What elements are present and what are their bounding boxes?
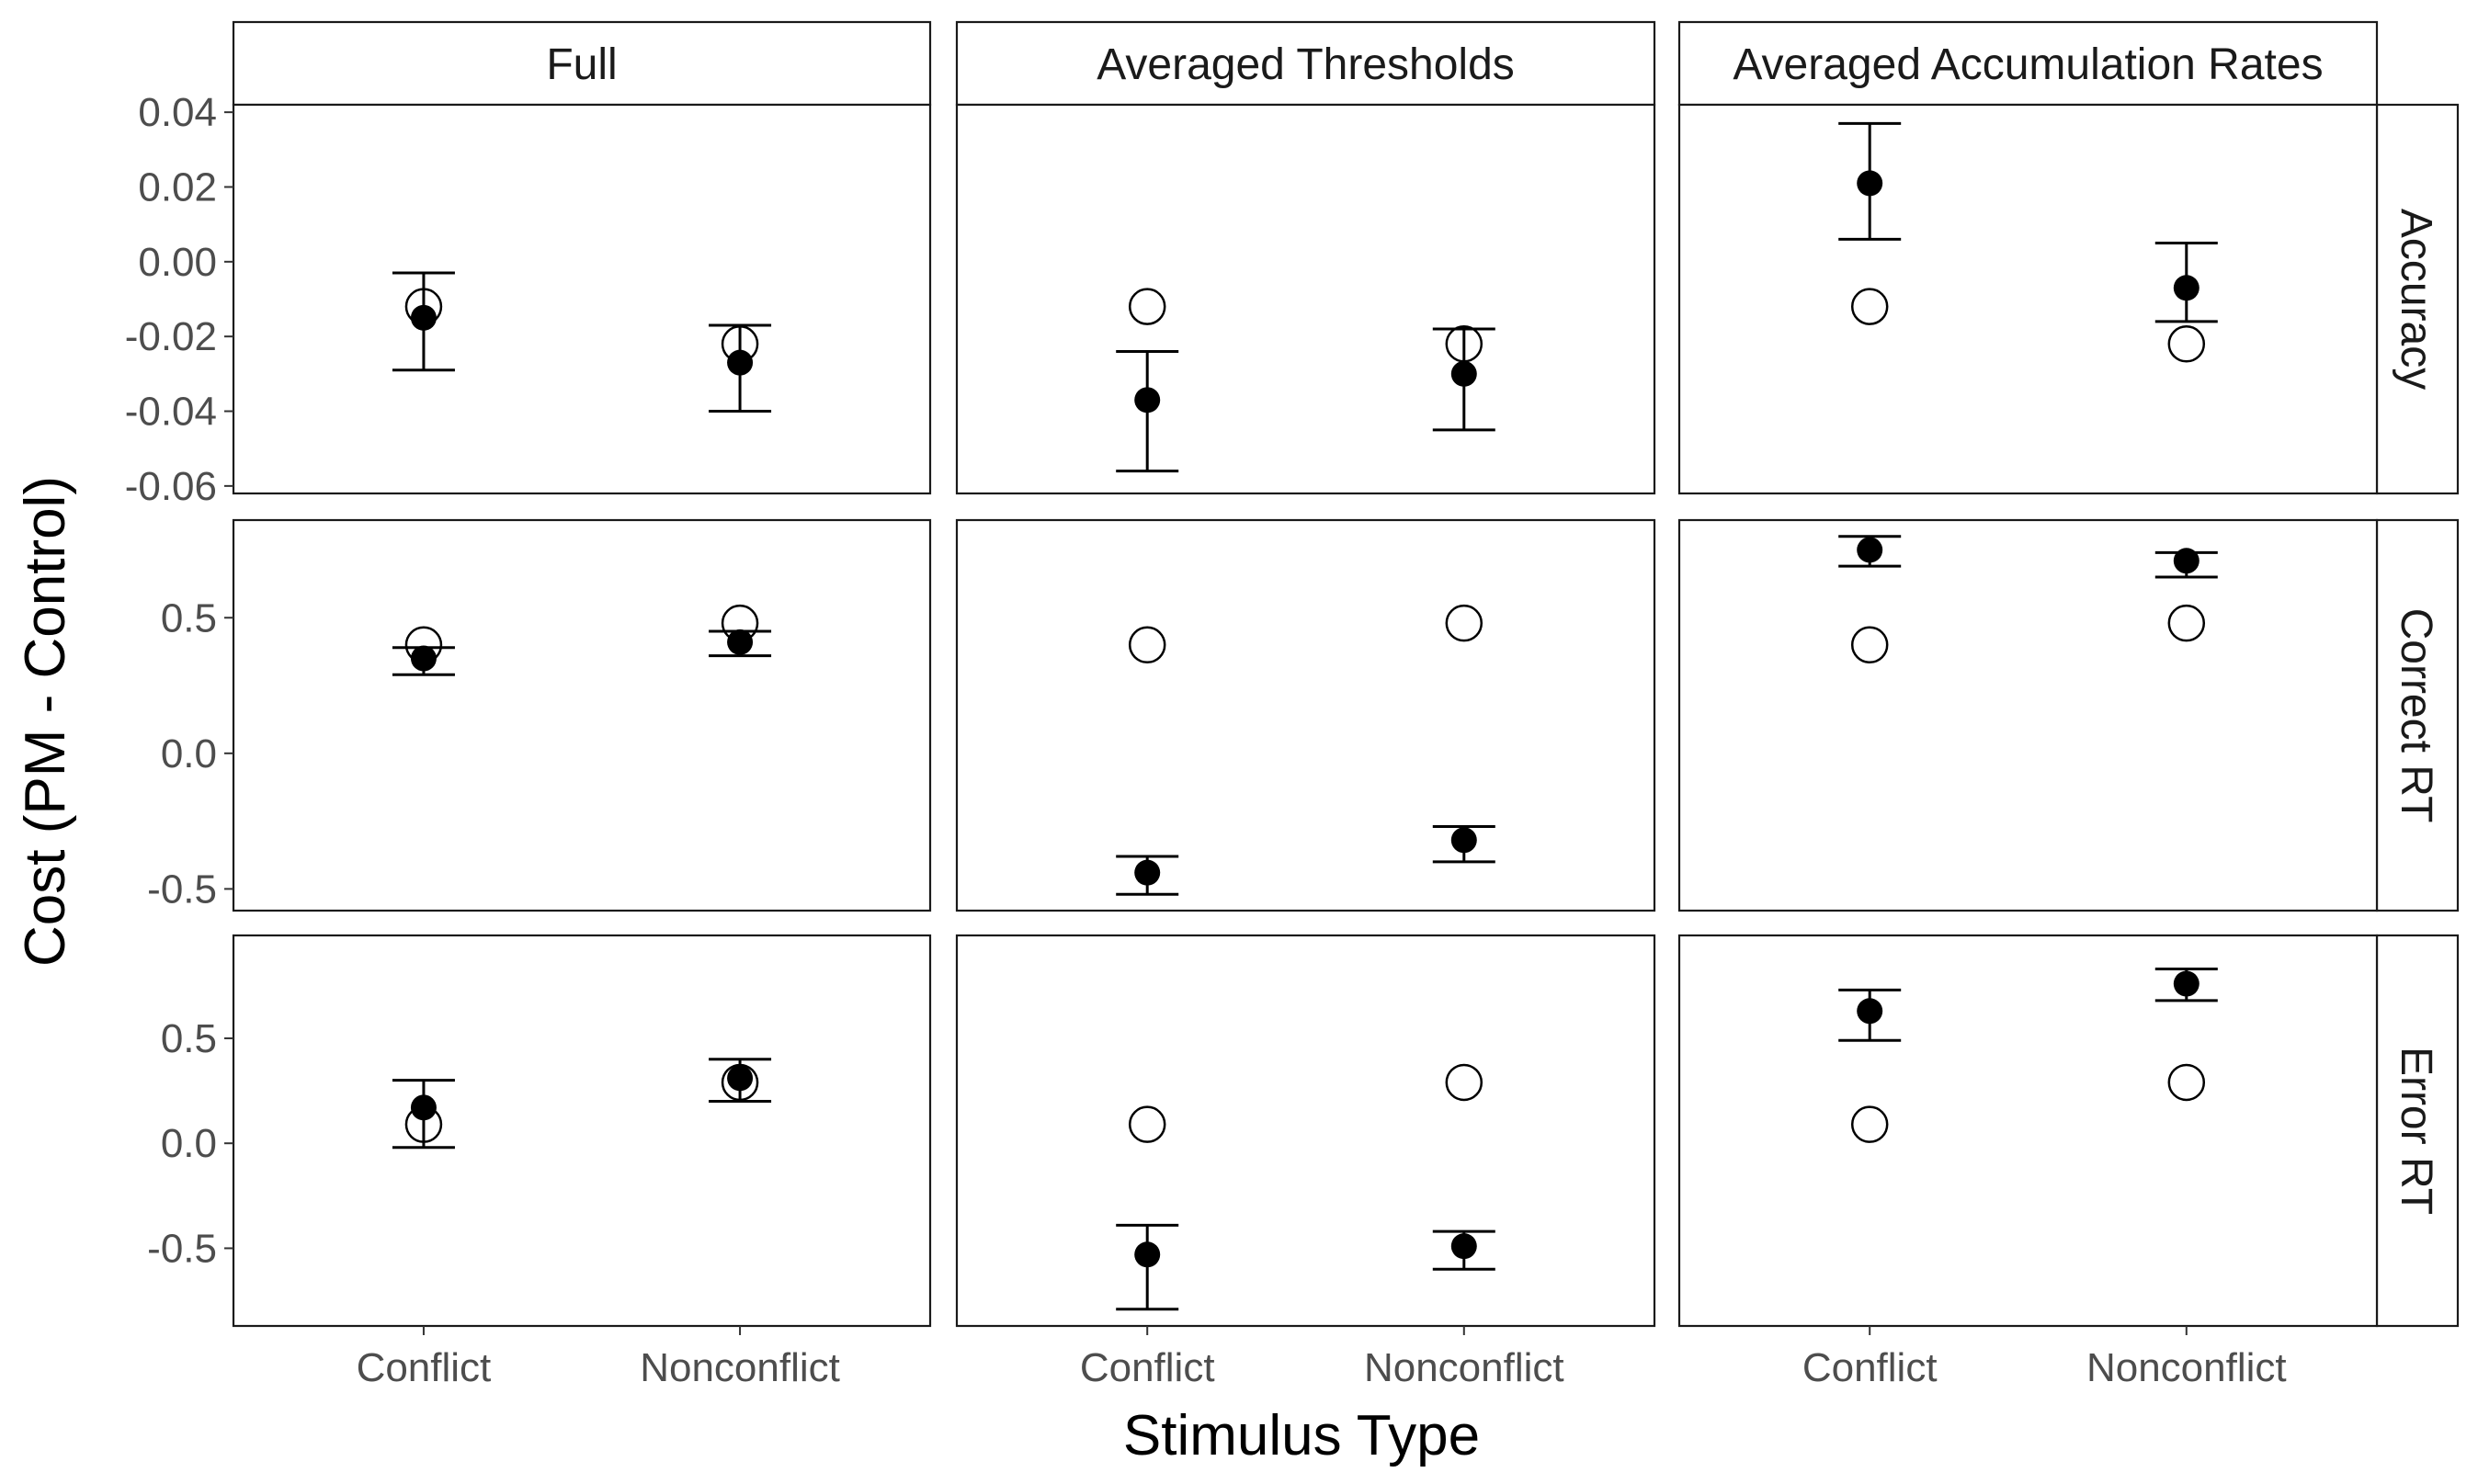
model-point <box>727 629 754 655</box>
observed-point <box>721 1063 759 1102</box>
panels <box>232 103 2379 1328</box>
panel-marks-accuracy-averaged-thresholds <box>1116 288 1495 473</box>
y-tick-label: 0.04 <box>138 90 217 135</box>
strip-box-accuracy <box>2375 103 2460 495</box>
x-tick-label-nonconflict: Nonconflict <box>1364 1345 1564 1390</box>
panel-frame-error-rt-full <box>232 934 932 1328</box>
observed-point <box>1445 1063 1483 1102</box>
model-point <box>1857 998 1883 1025</box>
panel-marks-correct-rt-averaged-accumulation-rates <box>1838 535 2218 664</box>
panel-marks-error-rt-averaged-thresholds <box>1116 1063 1495 1311</box>
model-point <box>2173 275 2200 301</box>
y-tick-label: -0.02 <box>125 314 217 359</box>
observed-point <box>2167 604 2206 642</box>
observed-point <box>2167 1063 2206 1102</box>
panel-frame-accuracy-averaged-thresholds <box>955 103 1656 495</box>
strip-label-full: Full <box>546 40 617 89</box>
model-point <box>2173 970 2200 997</box>
strip-label-error-rt: Error RT <box>2392 1047 2440 1215</box>
strip-box-averaged-thresholds <box>955 20 1656 107</box>
x-tick-label-nonconflict: Nonconflict <box>2086 1345 2287 1390</box>
observed-point <box>1128 1105 1166 1143</box>
observed-point <box>1850 288 1889 325</box>
strip-box-averaged-accumulation-rates <box>1677 20 2379 107</box>
model-point <box>1134 387 1161 413</box>
panel-frame-correct-rt-averaged-accumulation-rates <box>1677 518 2379 912</box>
panel-frame-accuracy-full <box>232 103 932 495</box>
strip-label-averaged-accumulation-rates: Averaged Accumulation Rates <box>1733 40 2323 89</box>
x-tick-label-conflict: Conflict <box>1080 1345 1215 1390</box>
model-point <box>410 1094 437 1121</box>
panel-marks-accuracy-averaged-accumulation-rates <box>1838 121 2218 363</box>
x-tick-label-conflict: Conflict <box>357 1345 492 1390</box>
x-tick-label-nonconflict: Nonconflict <box>640 1345 840 1390</box>
panel-frame-accuracy-averaged-accumulation-rates <box>1677 103 2379 495</box>
y-tick-label: -0.04 <box>125 390 217 435</box>
observed-point <box>2167 325 2206 363</box>
column-strips: Full Averaged Thresholds Averaged Accumula… <box>232 20 2379 107</box>
strip-label-accuracy: Accuracy <box>2392 209 2440 390</box>
panel-marks-accuracy-full <box>392 271 772 413</box>
panel-marks-correct-rt-averaged-thresholds <box>1116 604 1495 896</box>
observed-point <box>1128 626 1166 664</box>
panel-marks-correct-rt-full <box>392 604 772 676</box>
strip-box-correct-rt <box>2375 518 2460 912</box>
observed-point <box>1850 626 1889 664</box>
y-tick-label: 0.02 <box>138 164 217 210</box>
model-point <box>1134 859 1161 886</box>
strip-box-error-rt <box>2375 934 2460 1328</box>
y-tick-label: -0.5 <box>147 867 217 912</box>
x-tick-label-conflict: Conflict <box>1802 1345 1938 1390</box>
y-tick-label: 0.5 <box>161 595 217 640</box>
model-point <box>1450 827 1477 854</box>
model-point <box>410 304 437 331</box>
x-axes: Conflict Nonconflict Conflict Nonconflict Co… <box>357 1326 2287 1390</box>
y-axis-title: Cost (PM - Control) <box>14 476 77 967</box>
observed-point <box>1850 1105 1889 1143</box>
panel-frame-correct-rt-averaged-thresholds <box>955 518 1656 912</box>
panel-marks-error-rt-averaged-accumulation-rates <box>1838 968 2218 1143</box>
model-point <box>1857 537 1883 563</box>
observed-point <box>1445 604 1483 642</box>
model-point <box>1450 360 1477 387</box>
model-point <box>727 349 754 376</box>
model-point <box>1450 1233 1477 1260</box>
model-point <box>1134 1241 1161 1268</box>
y-tick-label: 0.0 <box>161 1121 217 1166</box>
model-point <box>727 1065 754 1092</box>
y-tick-label: -0.06 <box>125 464 217 509</box>
panel-frame-error-rt-averaged-thresholds <box>955 934 1656 1328</box>
y-tick-label: 0.00 <box>138 240 217 285</box>
row-strips: Accuracy Correct RT Error RT <box>2375 103 2460 1328</box>
strip-label-averaged-thresholds: Averaged Thresholds <box>1097 40 1515 89</box>
panel-frame-error-rt-averaged-accumulation-rates <box>1677 934 2379 1328</box>
panel-frame-correct-rt-full <box>232 518 932 912</box>
model-point <box>1857 170 1883 197</box>
model-point <box>410 645 437 672</box>
panel-marks-error-rt-full <box>392 1058 772 1150</box>
observed-point <box>1128 288 1166 325</box>
y-tick-label: -0.5 <box>147 1226 217 1271</box>
model-point <box>2173 548 2200 574</box>
y-tick-label: 0.5 <box>161 1016 217 1061</box>
strip-label-correct-rt: Correct RT <box>2392 608 2440 823</box>
y-axes: 0.04 0.02 0.00 -0.02 -0.04 -0.06 0.5 0.0 -0.5 0.5… <box>125 90 233 1271</box>
x-axis-title: Stimulus Type <box>1123 1404 1480 1467</box>
y-tick-label: 0.0 <box>161 731 217 776</box>
strip-box-full <box>232 20 932 107</box>
